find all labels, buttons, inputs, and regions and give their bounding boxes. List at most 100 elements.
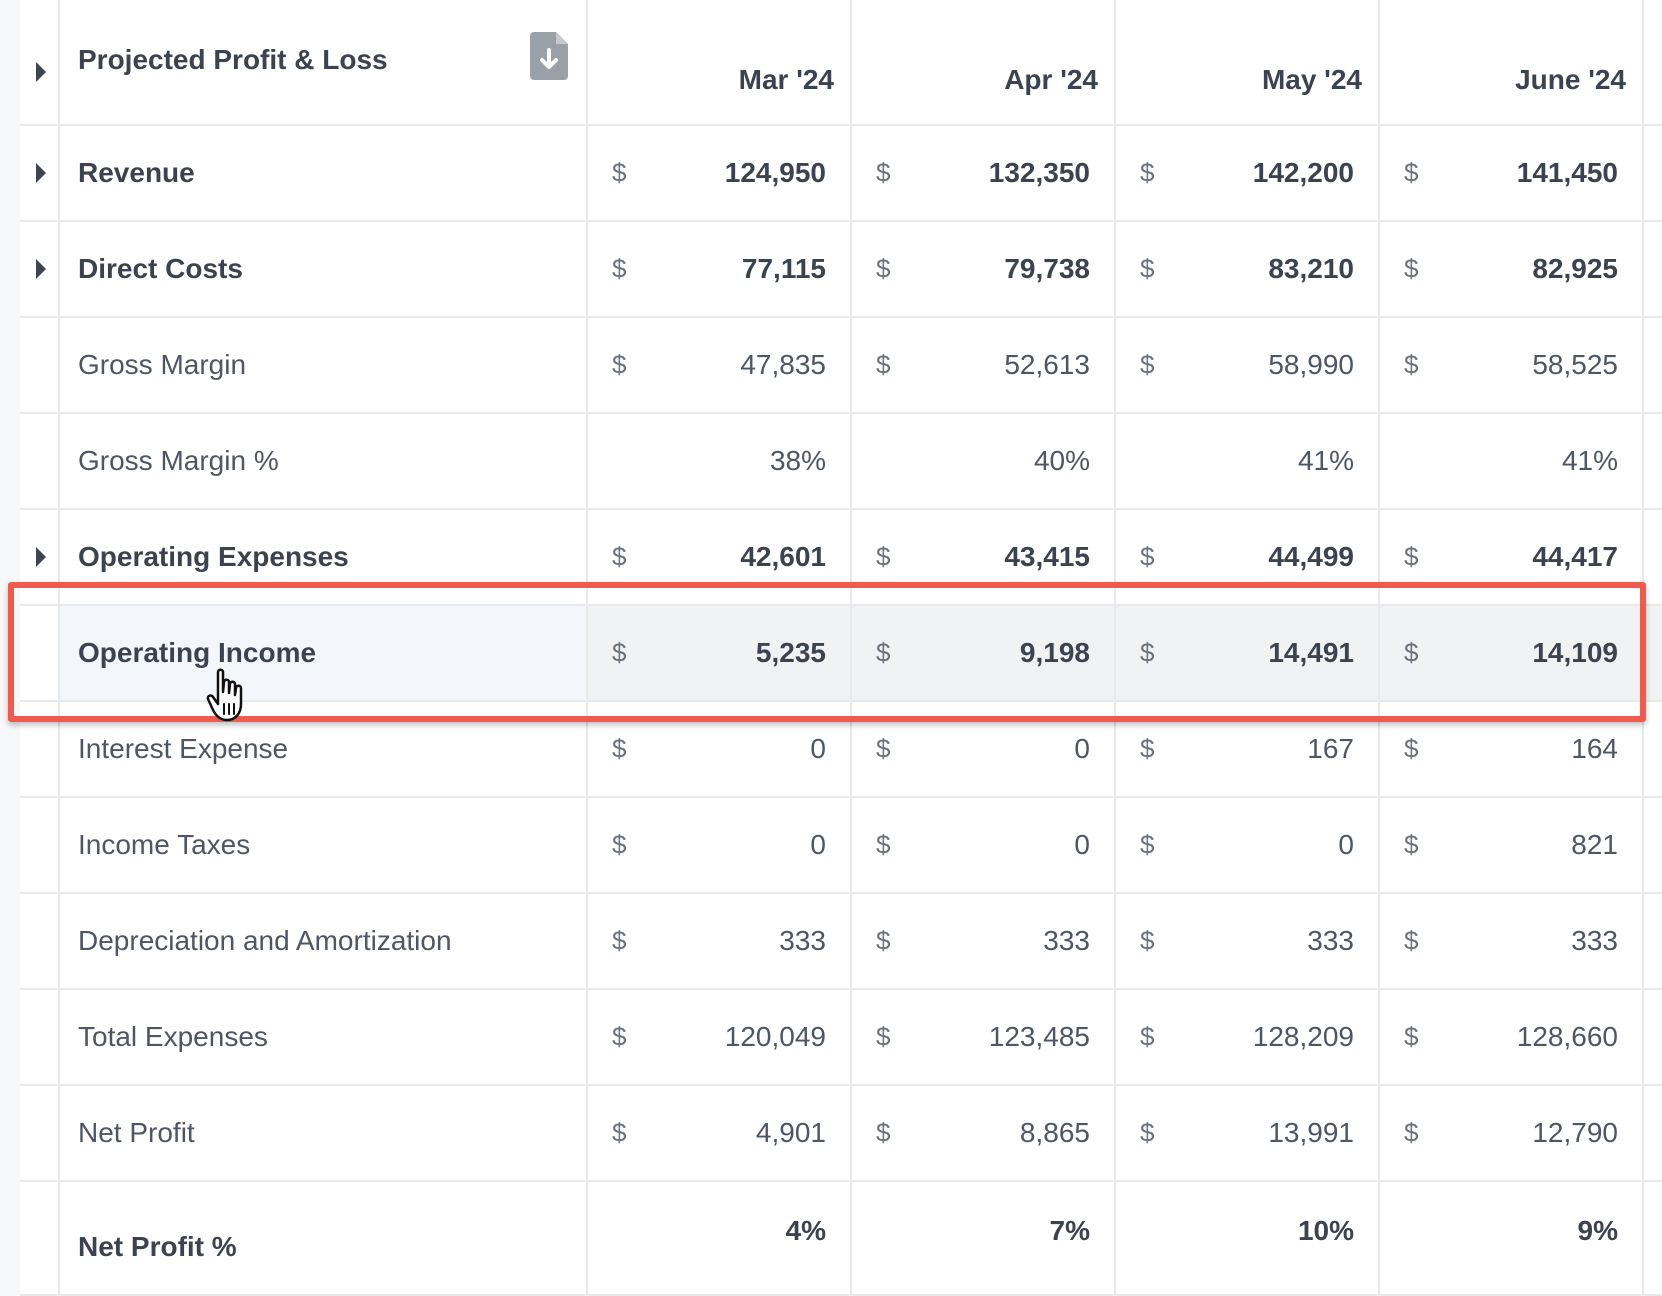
row-toggle-cell xyxy=(20,414,60,508)
value-cell[interactable]: $142,200 xyxy=(1116,126,1380,220)
row-label-cell[interactable]: Gross Margin % xyxy=(60,414,588,508)
value-cell[interactable]: 40% xyxy=(852,414,1116,508)
value-cell[interactable]: $44,499 xyxy=(1116,510,1380,604)
table-row-gross-margin[interactable]: Gross Margin $47,835 $52,613 $58,990 $58… xyxy=(20,318,1662,414)
value-cell[interactable]: $79,738 xyxy=(852,222,1116,316)
row-label-cell[interactable]: Income Taxes xyxy=(60,798,588,892)
row-toggle-cell[interactable] xyxy=(20,510,60,604)
row-label-cell[interactable]: Depreciation and Amortization xyxy=(60,894,588,988)
value-cell[interactable]: $12,790 xyxy=(1380,1086,1644,1180)
value-cell[interactable]: $333 xyxy=(588,894,852,988)
table-row-gross-margin-pct[interactable]: Gross Margin % 38% 40% 41% 41% xyxy=(20,414,1662,510)
table-row-revenue[interactable]: Revenue $124,950 $132,350 $142,200 $141,… xyxy=(20,126,1662,222)
value-cell[interactable]: 7% xyxy=(852,1182,1116,1294)
currency-symbol: $ xyxy=(1404,1117,1419,1148)
value-cell[interactable]: $132,350 xyxy=(852,126,1116,220)
value-cell[interactable]: $333 xyxy=(1116,894,1380,988)
currency-symbol: $ xyxy=(1140,733,1155,764)
cell-value: 9,198 xyxy=(1019,637,1090,668)
value-cell[interactable]: $14,109 xyxy=(1380,606,1644,700)
value-cell[interactable]: $47,835 xyxy=(588,318,852,412)
cell-value: 821 xyxy=(1571,829,1618,860)
value-cell[interactable]: $333 xyxy=(852,894,1116,988)
row-toggle-cell xyxy=(20,894,60,988)
value-cell[interactable]: $5,235 xyxy=(588,606,852,700)
table-row-net-profit[interactable]: Net Profit $4,901 $8,865 $13,991 $12,790 xyxy=(20,1086,1662,1182)
value-cell[interactable]: $44,417 xyxy=(1380,510,1644,604)
row-label-cell[interactable]: Operating Income xyxy=(60,606,588,700)
value-cell[interactable]: $0 xyxy=(852,798,1116,892)
currency-symbol: $ xyxy=(876,157,891,188)
value-cell[interactable]: $167 xyxy=(1116,702,1380,796)
header-toggle-cell[interactable] xyxy=(20,0,60,124)
value-cell[interactable]: $43,415 xyxy=(852,510,1116,604)
row-label: Revenue xyxy=(78,157,195,188)
value-cell[interactable]: $821 xyxy=(1380,798,1644,892)
value-cell[interactable]: $4,901 xyxy=(588,1086,852,1180)
value-cell[interactable]: $141,450 xyxy=(1380,126,1644,220)
table-row-direct-costs[interactable]: Direct Costs $77,115 $79,738 $83,210 $82… xyxy=(20,222,1662,318)
row-tail-cell xyxy=(1644,1086,1662,1180)
value-cell[interactable]: $58,990 xyxy=(1116,318,1380,412)
value-cell[interactable]: $0 xyxy=(588,798,852,892)
expand-caret-icon[interactable] xyxy=(36,547,46,567)
currency-symbol: $ xyxy=(876,925,891,956)
value-cell[interactable]: 38% xyxy=(588,414,852,508)
table-row-net-profit-pct[interactable]: Net Profit % 4% 7% 10% 9% xyxy=(20,1182,1662,1296)
table-row-interest-expense[interactable]: Interest Expense $0 $0 $167 $164 xyxy=(20,702,1662,798)
row-label-cell[interactable]: Revenue xyxy=(60,126,588,220)
table-row-total-expenses[interactable]: Total Expenses $120,049 $123,485 $128,20… xyxy=(20,990,1662,1086)
value-cell[interactable]: $120,049 xyxy=(588,990,852,1084)
currency-symbol: $ xyxy=(876,541,891,572)
value-cell[interactable]: $0 xyxy=(588,702,852,796)
cell-value: 164 xyxy=(1571,733,1618,764)
currency-symbol: $ xyxy=(1140,829,1155,860)
value-cell[interactable]: $9,198 xyxy=(852,606,1116,700)
row-toggle-cell[interactable] xyxy=(20,126,60,220)
value-cell[interactable]: 41% xyxy=(1380,414,1644,508)
row-label-cell[interactable]: Total Expenses xyxy=(60,990,588,1084)
cell-value: 13,991 xyxy=(1268,1117,1354,1148)
expand-caret-icon[interactable] xyxy=(36,163,46,183)
value-cell[interactable]: $14,491 xyxy=(1116,606,1380,700)
row-toggle-cell[interactable] xyxy=(20,222,60,316)
table-row-operating-income[interactable]: Operating Income $5,235 $9,198 $14,491 $… xyxy=(20,606,1662,702)
value-cell[interactable]: $124,950 xyxy=(588,126,852,220)
value-cell[interactable]: $0 xyxy=(1116,798,1380,892)
row-toggle-cell xyxy=(20,702,60,796)
table-row-income-taxes[interactable]: Income Taxes $0 $0 $0 $821 xyxy=(20,798,1662,894)
value-cell[interactable]: $164 xyxy=(1380,702,1644,796)
value-cell[interactable]: $83,210 xyxy=(1116,222,1380,316)
value-cell[interactable]: 41% xyxy=(1116,414,1380,508)
row-label-cell[interactable]: Operating Expenses xyxy=(60,510,588,604)
row-label-cell[interactable]: Interest Expense xyxy=(60,702,588,796)
value-cell[interactable]: 9% xyxy=(1380,1182,1644,1294)
table-row-depreciation[interactable]: Depreciation and Amortization $333 $333 … xyxy=(20,894,1662,990)
row-label-cell[interactable]: Direct Costs xyxy=(60,222,588,316)
value-cell[interactable]: $123,485 xyxy=(852,990,1116,1084)
value-cell[interactable]: $58,525 xyxy=(1380,318,1644,412)
value-cell[interactable]: $82,925 xyxy=(1380,222,1644,316)
value-cell[interactable]: 10% xyxy=(1116,1182,1380,1294)
value-cell[interactable]: $8,865 xyxy=(852,1086,1116,1180)
cell-value: 14,491 xyxy=(1268,637,1354,668)
cell-value: 142,200 xyxy=(1252,157,1354,188)
value-cell[interactable]: $52,613 xyxy=(852,318,1116,412)
table-row-operating-expenses[interactable]: Operating Expenses $42,601 $43,415 $44,4… xyxy=(20,510,1662,606)
value-cell[interactable]: $42,601 xyxy=(588,510,852,604)
expand-caret-icon[interactable] xyxy=(36,62,46,82)
file-download-icon[interactable] xyxy=(530,32,568,80)
value-cell[interactable]: 4% xyxy=(588,1182,852,1294)
row-tail-cell xyxy=(1644,510,1662,604)
value-cell[interactable]: $128,660 xyxy=(1380,990,1644,1084)
value-cell[interactable]: $128,209 xyxy=(1116,990,1380,1084)
value-cell[interactable]: $333 xyxy=(1380,894,1644,988)
expand-caret-icon[interactable] xyxy=(36,259,46,279)
row-label-cell[interactable]: Gross Margin xyxy=(60,318,588,412)
value-cell[interactable]: $77,115 xyxy=(588,222,852,316)
row-label-cell[interactable]: Net Profit xyxy=(60,1086,588,1180)
row-label-cell[interactable]: Net Profit % xyxy=(60,1182,588,1294)
value-cell[interactable]: $0 xyxy=(852,702,1116,796)
cell-value: 120,049 xyxy=(724,1021,826,1052)
value-cell[interactable]: $13,991 xyxy=(1116,1086,1380,1180)
